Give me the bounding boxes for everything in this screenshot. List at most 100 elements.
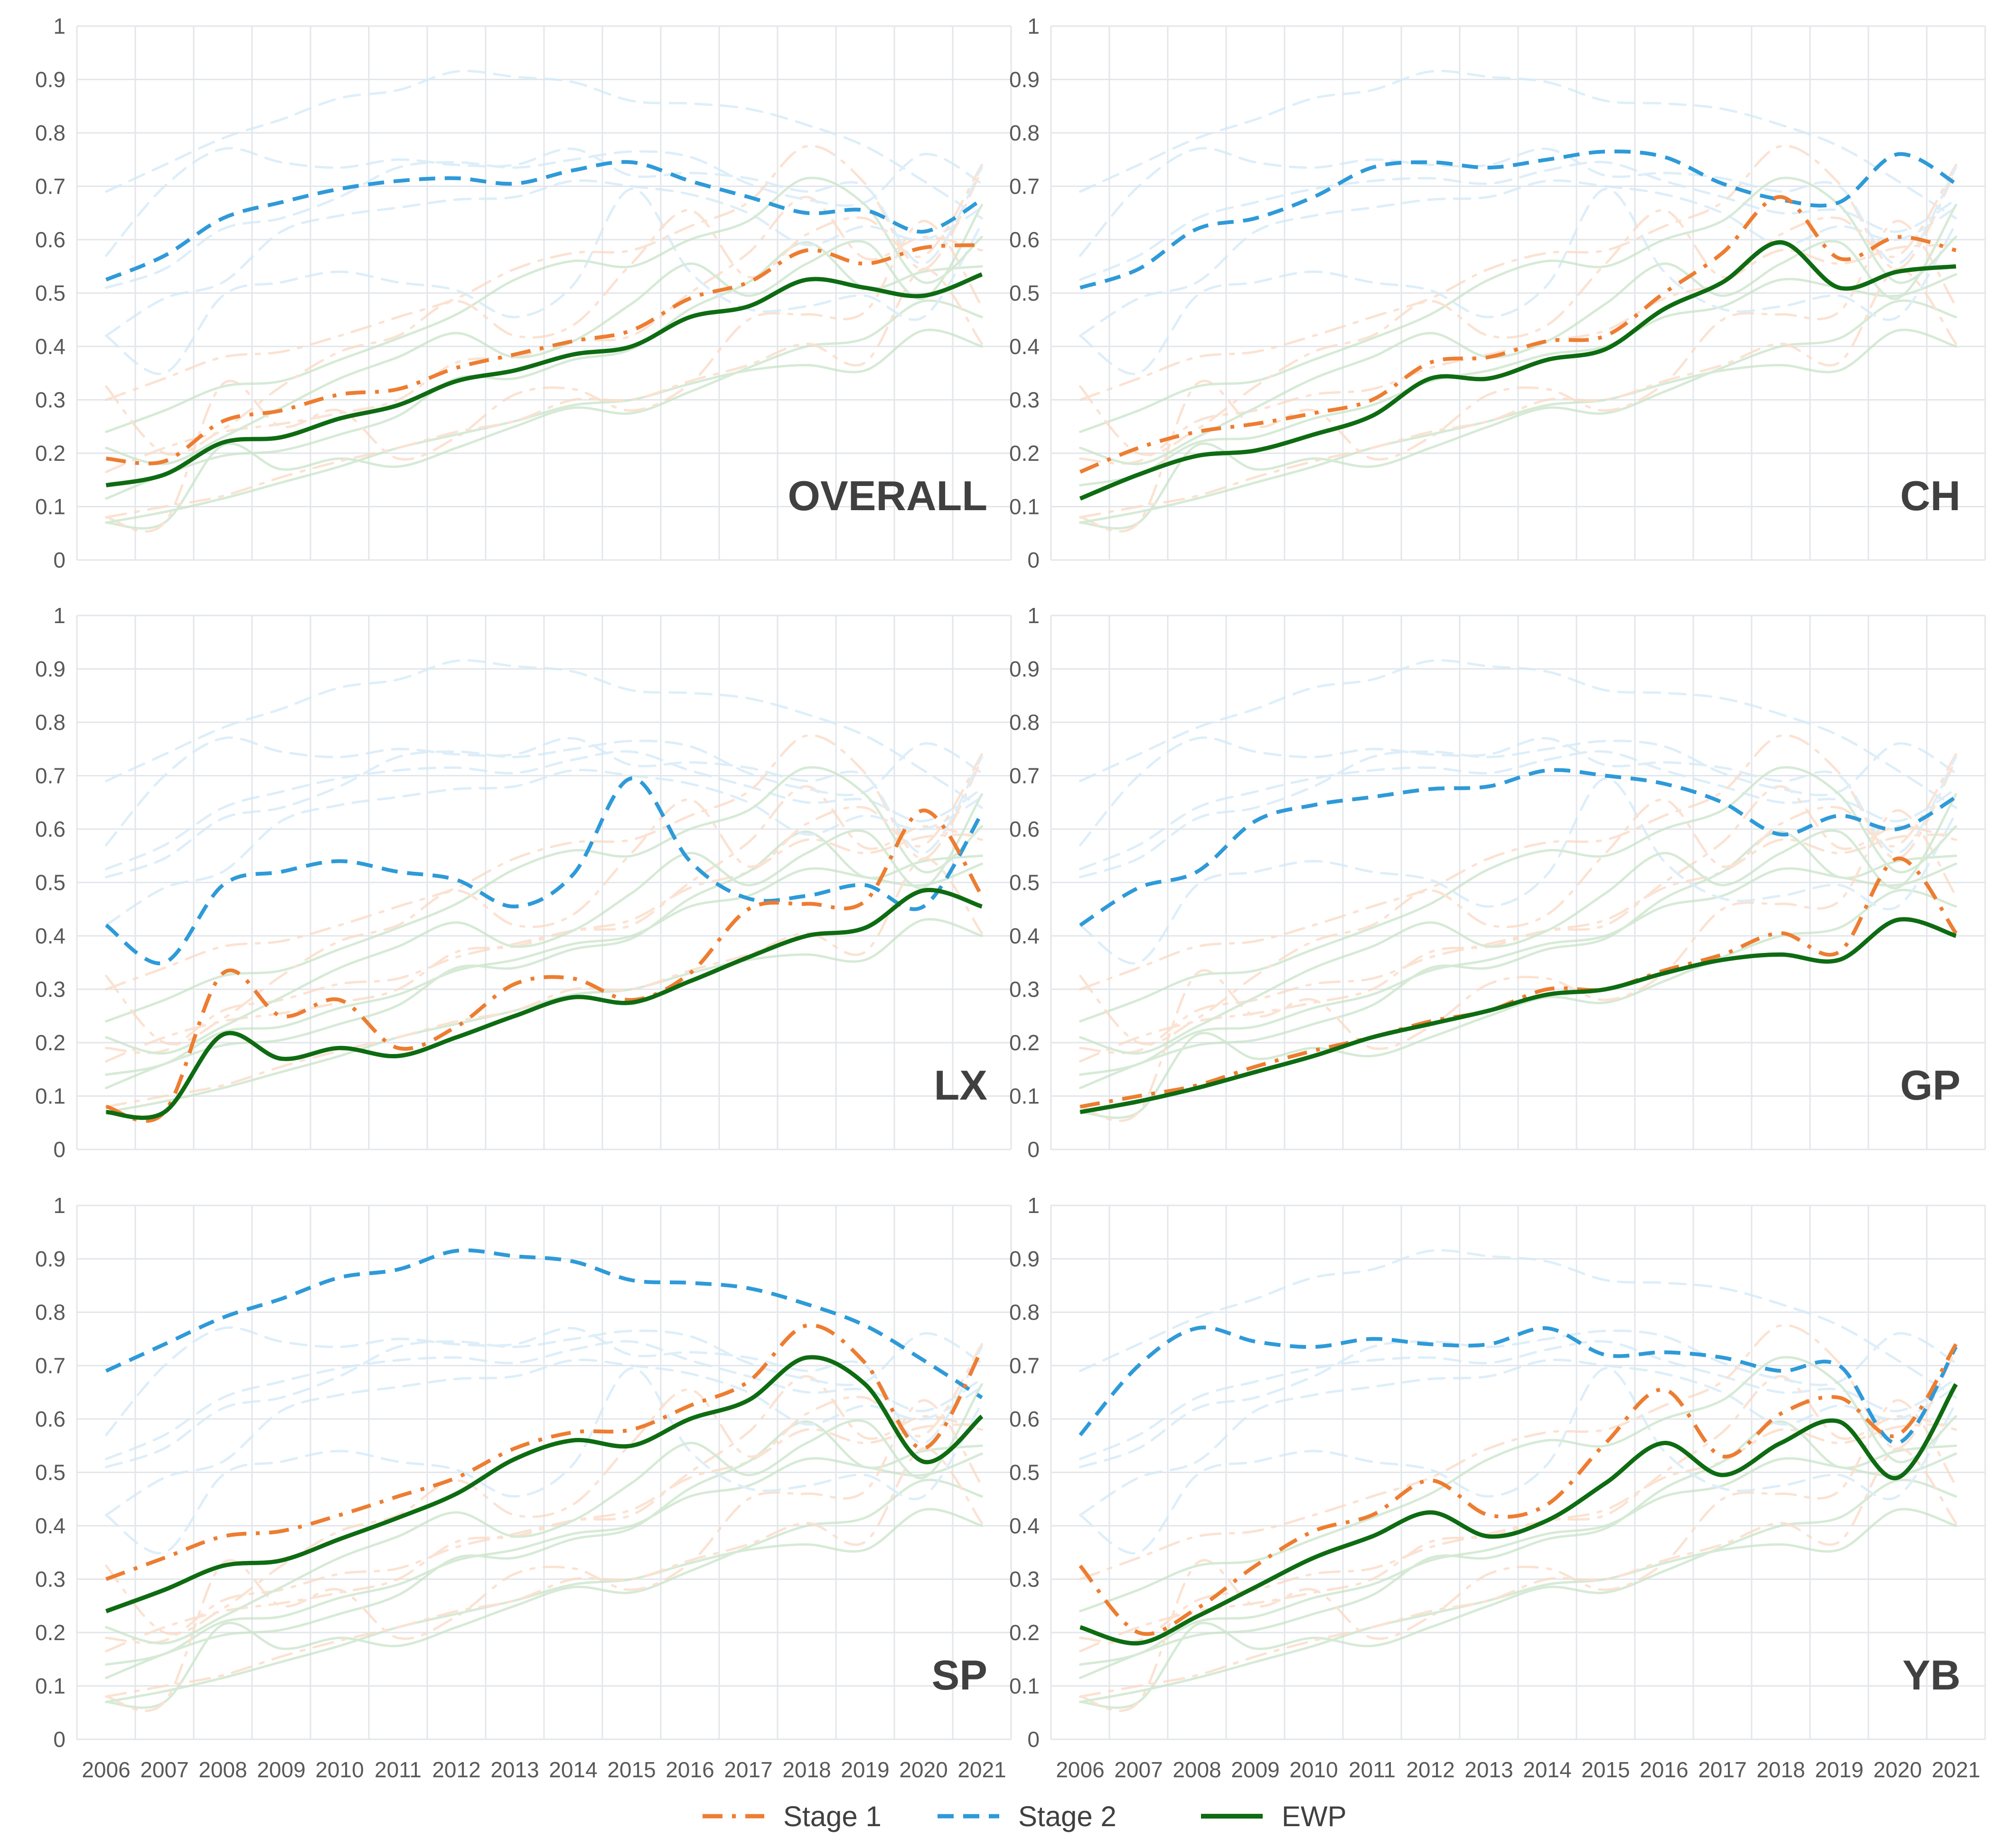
bg-line-lx-ewp: [1079, 888, 1957, 1119]
bg-line-yb-ewp: [105, 1383, 983, 1645]
x-tick-label: 2011: [1349, 1757, 1396, 1782]
y-tick-label: 0.9: [1009, 1247, 1040, 1271]
x-tick-label: 2013: [1464, 1757, 1513, 1782]
bg-line-lx-ewp: [1079, 299, 1957, 530]
series-line-stage2: [1079, 768, 1957, 927]
bg-line-yb-stage1: [1079, 753, 1957, 1045]
bg-line-ch-stage2: [1079, 739, 1957, 878]
series-line-ewp: [106, 887, 983, 1120]
bg-line-sp-ewp: [105, 177, 983, 433]
panel-title: OVERALL: [788, 472, 987, 519]
y-axis-labels: 0 0.1 0.2 0.3 0.4 0.5 0.6 0.7 0.8 0.9 1: [35, 14, 66, 572]
y-tick-label: 1: [53, 14, 66, 38]
series-line-ewp: [1079, 917, 1957, 1114]
background-series: [1079, 659, 1957, 1122]
y-tick-label: 0.3: [35, 388, 66, 412]
y-tick-label: 0.7: [1009, 1353, 1040, 1378]
panel-title: LX: [934, 1062, 987, 1109]
y-tick-label: 0.7: [35, 174, 66, 199]
bg-line-gp-ewp: [1079, 1508, 1957, 1703]
bg-line-gp-ewp: [105, 1508, 983, 1703]
y-tick-label: 0.3: [1009, 977, 1040, 1002]
x-tick-label: 2008: [1173, 1757, 1221, 1782]
bg-line-gp-stage2: [105, 179, 983, 337]
y-tick-label: 0.2: [35, 441, 66, 466]
bg-line-gp-stage2: [1079, 179, 1957, 337]
legend-item-stage1: Stage 1: [703, 1801, 882, 1832]
series-line-ewp: [1079, 240, 1956, 501]
bg-line-lx-ewp: [105, 1478, 983, 1709]
bg-line-yb-stage1: [105, 1343, 983, 1635]
y-tick-label: 0.8: [35, 121, 66, 145]
bg-line-gp-stage1: [105, 1447, 983, 1698]
y-tick-label: 0.7: [1009, 174, 1040, 199]
bg-line-sp-ewp: [105, 766, 983, 1023]
bg-line-gp-stage1: [105, 268, 983, 519]
bg-line-overall-ewp: [105, 1452, 983, 1666]
y-tick-label: 0.9: [1009, 657, 1040, 681]
panel-yb: 0 0.1 0.2 0.3 0.4 0.5 0.6 0.7 0.8 0.9 1 YB: [1009, 1193, 1986, 1752]
bg-line-ch-stage1: [105, 1375, 983, 1652]
background-series: [105, 1326, 983, 1712]
y-tick-label: 0: [1027, 1727, 1040, 1752]
bg-line-gp-ewp: [105, 328, 983, 524]
y-axis-labels: 0 0.1 0.2 0.3 0.4 0.5 0.6 0.7 0.8 0.9 1: [35, 1193, 66, 1752]
x-tick-label: 2012: [1406, 1757, 1454, 1782]
bg-line-lx-stage2: [105, 187, 983, 375]
x-tick-label: 2017: [1698, 1757, 1746, 1782]
y-tick-label: 0.6: [1009, 1407, 1040, 1431]
bg-line-lx-stage2: [105, 1367, 983, 1555]
series-line-stage2: [105, 1248, 983, 1400]
y-tick-label: 0: [53, 1137, 66, 1162]
bg-line-yb-stage1: [1079, 164, 1957, 456]
bg-line-overall-ewp: [1079, 862, 1957, 1076]
y-tick-label: 0: [1027, 1137, 1040, 1162]
bg-line-lx-stage2: [1079, 187, 1957, 375]
x-tick-label: 2008: [198, 1757, 247, 1782]
y-axis-labels: 0 0.1 0.2 0.3 0.4 0.5 0.6 0.7 0.8 0.9 1: [1009, 603, 1040, 1162]
panel-overall: 0 0.1 0.2 0.3 0.4 0.5 0.6 0.7 0.8 0.9 1 OVERALL: [35, 14, 1012, 572]
bg-line-sp-stage1: [105, 144, 983, 401]
series-line-stage2: [1079, 1325, 1958, 1445]
y-axis-labels: 0 0.1 0.2 0.3 0.4 0.5 0.6 0.7 0.8 0.9 1: [1009, 14, 1040, 572]
bg-line-lx-ewp: [105, 299, 983, 530]
x-tick-label: 2009: [257, 1757, 305, 1782]
series-line-stage2: [1079, 149, 1957, 290]
y-tick-label: 0.1: [1009, 1084, 1040, 1109]
x-tick-label: 2017: [724, 1757, 772, 1782]
bg-line-lx-stage1: [105, 220, 983, 533]
legend-item-stage2: Stage 2: [938, 1801, 1116, 1832]
series-line-stage1: [106, 243, 982, 466]
bg-line-yb-stage2: [105, 147, 983, 265]
gridlines: [1050, 25, 1986, 561]
bg-line-gp-stage1: [1079, 268, 1957, 519]
y-tick-label: 0.8: [1009, 710, 1040, 735]
y-tick-label: 0.7: [1009, 764, 1040, 788]
series-line-stage1: [1079, 856, 1958, 1109]
y-axis-labels: 0 0.1 0.2 0.3 0.4 0.5 0.6 0.7 0.8 0.9 1: [35, 603, 66, 1162]
x-tick-label: 2007: [140, 1757, 188, 1782]
x-tick-label: 2021: [1932, 1757, 1980, 1782]
y-tick-label: 0.1: [35, 1674, 66, 1699]
bg-line-overall-stage1: [1079, 1423, 1957, 1644]
gridlines: [76, 615, 1012, 1150]
x-tick-label: 2020: [899, 1757, 947, 1782]
y-tick-label: 0.2: [1009, 441, 1040, 466]
y-tick-label: 0.6: [1009, 817, 1040, 841]
bg-line-yb-stage1: [105, 164, 983, 456]
y-tick-label: 0.3: [35, 1567, 66, 1592]
bg-line-sp-ewp: [1079, 177, 1957, 433]
background-series: [1079, 70, 1957, 533]
y-tick-label: 0.3: [1009, 388, 1040, 412]
bg-line-ch-stage2: [1079, 1329, 1957, 1468]
gridlines: [1050, 615, 1986, 1150]
bg-line-lx-stage1: [1079, 220, 1957, 533]
bg-line-ch-stage1: [1079, 1375, 1957, 1652]
series-line-stage2: [105, 160, 983, 282]
bg-line-lx-ewp: [1079, 1478, 1957, 1709]
x-tick-label: 2014: [549, 1757, 597, 1782]
panel-gp: 0 0.1 0.2 0.3 0.4 0.5 0.6 0.7 0.8 0.9 1 GP: [1009, 603, 1986, 1162]
y-tick-label: 0.6: [1009, 227, 1040, 252]
y-tick-label: 1: [53, 1193, 66, 1218]
